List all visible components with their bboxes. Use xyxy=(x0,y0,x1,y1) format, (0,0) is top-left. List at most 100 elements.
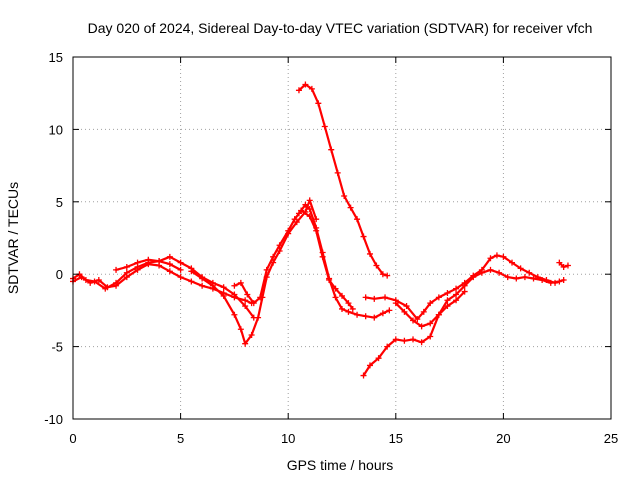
data-point xyxy=(242,340,249,347)
plot-frame xyxy=(72,56,612,420)
data-point xyxy=(517,265,524,272)
data-point xyxy=(401,337,408,344)
x-tick-label: 25 xyxy=(604,431,618,446)
data-point xyxy=(414,316,421,323)
data-point xyxy=(403,303,410,310)
data-point xyxy=(220,284,227,291)
data-point xyxy=(420,308,427,315)
data-point xyxy=(371,295,378,302)
data-point xyxy=(493,252,500,259)
data-point xyxy=(177,274,184,281)
data-point xyxy=(427,333,434,340)
data-point xyxy=(354,216,361,223)
data-point xyxy=(509,259,516,266)
data-point xyxy=(371,314,378,321)
data-point xyxy=(123,263,130,270)
y-axis-label: SDTVAR / TECUs xyxy=(5,182,21,294)
data-point xyxy=(306,197,313,204)
data-point xyxy=(410,336,417,343)
data-point xyxy=(345,300,352,307)
series-track-e xyxy=(231,207,356,312)
data-point xyxy=(270,253,277,260)
data-point xyxy=(487,255,494,262)
data-point xyxy=(220,292,227,299)
data-point xyxy=(332,294,339,301)
data-point xyxy=(556,259,563,266)
y-tick-label: -5 xyxy=(51,340,63,355)
y-tick-label: 15 xyxy=(49,50,63,65)
data-point xyxy=(418,323,425,330)
data-point xyxy=(504,274,511,281)
data-point xyxy=(478,266,485,273)
data-point xyxy=(248,332,255,339)
data-point xyxy=(360,372,367,379)
data-point xyxy=(82,276,89,283)
data-point xyxy=(362,294,369,301)
data-point xyxy=(326,275,333,282)
grid xyxy=(73,57,611,419)
data-point xyxy=(134,259,141,266)
data-point xyxy=(276,242,283,249)
data-point xyxy=(453,291,460,298)
series-track-h xyxy=(360,266,563,379)
x-tick-label: 5 xyxy=(177,431,184,446)
data-point xyxy=(386,307,393,314)
data-series-group xyxy=(70,81,571,379)
data-point xyxy=(560,263,567,270)
data-point xyxy=(188,268,195,275)
y-tick-label: 5 xyxy=(56,195,63,210)
data-point xyxy=(444,303,451,310)
data-point xyxy=(209,282,216,289)
data-point xyxy=(308,85,315,92)
data-point xyxy=(521,274,528,281)
data-point xyxy=(349,305,356,312)
data-point xyxy=(242,297,249,304)
data-point xyxy=(315,100,322,107)
data-point xyxy=(113,279,120,286)
data-point xyxy=(250,300,257,307)
series-track-c xyxy=(113,253,257,321)
data-point xyxy=(123,269,130,276)
data-point xyxy=(470,272,477,279)
data-point xyxy=(373,262,380,269)
data-point xyxy=(263,266,270,273)
series-track-g xyxy=(295,81,391,279)
chart-title: Day 020 of 2024, Sidereal Day-to-day VTE… xyxy=(88,20,593,36)
data-point xyxy=(354,311,361,318)
data-point xyxy=(496,269,503,276)
data-point xyxy=(113,266,120,273)
data-point xyxy=(360,233,367,240)
data-point xyxy=(384,343,391,350)
data-point xyxy=(435,294,442,301)
data-point xyxy=(453,297,460,304)
data-point xyxy=(410,317,417,324)
data-point xyxy=(341,193,348,200)
x-tick-label: 15 xyxy=(389,431,403,446)
data-point xyxy=(513,275,520,282)
data-point xyxy=(302,81,309,88)
series-track-k xyxy=(556,259,571,270)
data-point xyxy=(237,326,244,333)
data-point xyxy=(156,258,163,265)
data-point xyxy=(543,276,550,283)
data-point xyxy=(435,311,442,318)
data-point xyxy=(302,201,309,208)
series-track-j xyxy=(392,288,468,330)
data-point xyxy=(285,227,292,234)
series-track-f xyxy=(295,201,393,321)
data-point xyxy=(145,256,152,263)
series-line xyxy=(190,199,318,345)
data-point xyxy=(366,250,373,257)
data-point xyxy=(534,274,541,281)
data-point xyxy=(321,123,328,130)
data-point xyxy=(291,216,298,223)
data-point xyxy=(188,278,195,285)
data-point xyxy=(461,288,468,295)
data-point xyxy=(177,259,184,266)
data-point xyxy=(295,210,302,217)
data-point xyxy=(339,292,345,299)
data-point xyxy=(199,282,206,289)
data-point xyxy=(392,336,399,343)
series-track-b xyxy=(70,258,184,292)
